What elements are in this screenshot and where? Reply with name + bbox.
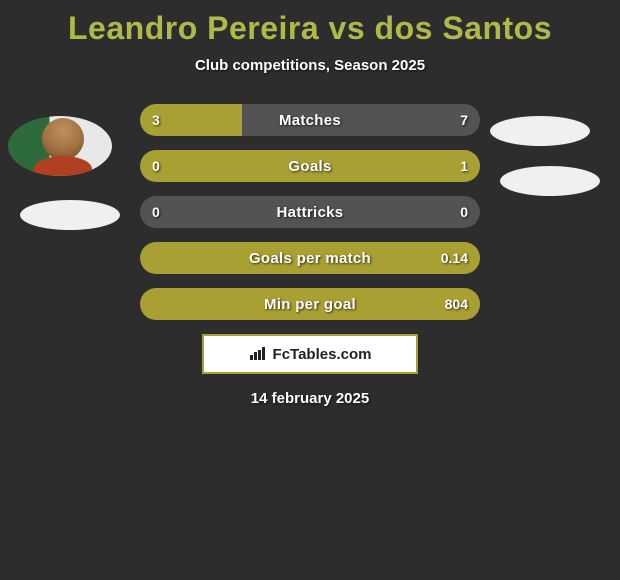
page-title: Leandro Pereira vs dos Santos [0, 0, 620, 47]
badge-left-blank [20, 200, 120, 230]
footer-date: 14 february 2025 [0, 390, 620, 407]
stat-label: Goals [140, 150, 480, 182]
badge-right-blank-1 [490, 116, 590, 146]
player-left-avatar [8, 116, 112, 176]
stat-row: 3Matches7 [140, 104, 480, 136]
comparison-panel: 3Matches70Goals10Hattricks0Goals per mat… [0, 104, 620, 407]
stat-value-right: 804 [445, 288, 468, 320]
stat-row: Min per goal804 [140, 288, 480, 320]
badge-right-blank-2 [500, 166, 600, 196]
stat-value-right: 1 [460, 150, 468, 182]
chart-icon [249, 347, 267, 361]
stat-value-right: 0.14 [441, 242, 468, 274]
branding-badge[interactable]: FcTables.com [202, 334, 418, 374]
stat-label: Matches [140, 104, 480, 136]
branding-text: FcTables.com [273, 346, 372, 363]
stat-bars: 3Matches70Goals10Hattricks0Goals per mat… [140, 104, 480, 320]
stat-row: Goals per match0.14 [140, 242, 480, 274]
stat-label: Hattricks [140, 196, 480, 228]
stat-value-right: 7 [460, 104, 468, 136]
page-subtitle: Club competitions, Season 2025 [0, 57, 620, 74]
stat-row: 0Goals1 [140, 150, 480, 182]
stat-value-right: 0 [460, 196, 468, 228]
stat-label: Goals per match [140, 242, 480, 274]
stat-row: 0Hattricks0 [140, 196, 480, 228]
stat-label: Min per goal [140, 288, 480, 320]
